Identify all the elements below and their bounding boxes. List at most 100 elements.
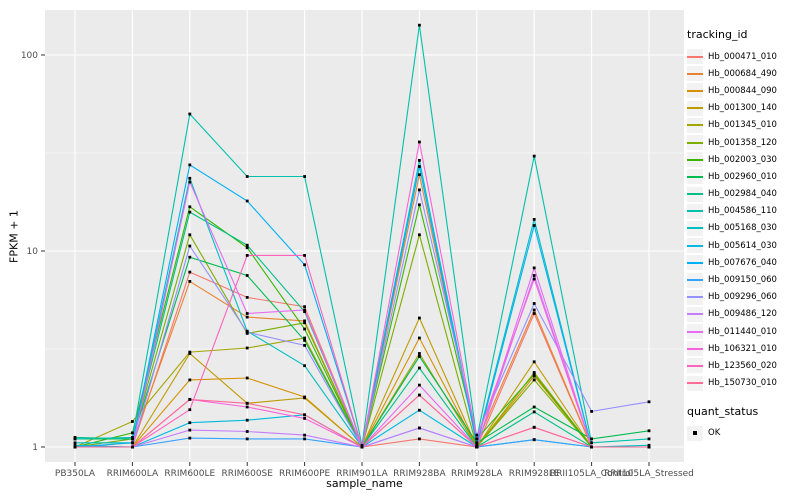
- data-point: [188, 428, 192, 432]
- data-point: [418, 316, 421, 320]
- quant-status-item: OK: [687, 425, 799, 442]
- y-tick-label: 100: [21, 51, 38, 61]
- legend-item: Hb_007676_040: [687, 254, 799, 271]
- data-point: [245, 430, 249, 433]
- data-point: [418, 233, 421, 237]
- data-point: [418, 336, 421, 340]
- data-point: [360, 445, 364, 449]
- data-point: [418, 140, 421, 144]
- data-point: [245, 401, 249, 405]
- data-point: [532, 372, 536, 376]
- data-point: [188, 436, 192, 440]
- data-point: [303, 364, 306, 368]
- data-point: [590, 441, 593, 445]
- x-tick-label: RRII105LA_Control: [550, 469, 633, 479]
- data-point: [360, 443, 364, 447]
- data-point: [532, 274, 536, 277]
- legend-item-label: Hb_001345_010: [708, 120, 777, 131]
- data-point: [303, 327, 306, 331]
- legend-item: Hb_009486_120: [687, 306, 799, 323]
- x-tick-label: RRIM901LA: [336, 469, 388, 479]
- data-point: [475, 445, 479, 449]
- data-point: [188, 176, 192, 180]
- data-point: [73, 441, 77, 445]
- legend-item-label: Hb_009150_060: [708, 275, 777, 286]
- data-point: [245, 175, 249, 178]
- data-point: [188, 210, 192, 214]
- data-point: [245, 296, 249, 299]
- data-point: [303, 310, 306, 314]
- data-point: [188, 378, 192, 382]
- data-point: [73, 445, 77, 449]
- legend-key-icon: [687, 49, 703, 65]
- data-point: [188, 112, 192, 116]
- data-point: [475, 433, 479, 437]
- data-point: [131, 431, 134, 435]
- legend-item-label: Hb_000844_090: [708, 85, 777, 96]
- data-point: [475, 437, 479, 441]
- data-point: [245, 418, 249, 422]
- data-point: [303, 433, 306, 437]
- data-point: [303, 175, 306, 178]
- data-point: [418, 188, 421, 192]
- data-point: [131, 436, 134, 439]
- data-point: [532, 312, 536, 315]
- data-point: [73, 437, 77, 441]
- x-tick-label: PB350LA: [55, 469, 96, 479]
- legend-item: Hb_011440_010: [687, 323, 799, 340]
- legend-item-label: Hb_000684_490: [708, 68, 777, 79]
- data-point: [245, 330, 249, 334]
- data-point: [475, 441, 479, 445]
- legend-key-icon: [687, 272, 703, 288]
- data-point: [590, 437, 593, 441]
- x-tick-label: RRIM600LE: [164, 469, 215, 479]
- legend-item: Hb_009296_060: [687, 289, 799, 306]
- data-point: [418, 366, 421, 370]
- legend-item-label: Hb_000471_010: [708, 51, 777, 62]
- legend-item-label: Hb_106321_010: [708, 343, 777, 354]
- legend-key-icon: [687, 375, 703, 391]
- data-point: [303, 413, 306, 417]
- data-point: [647, 400, 651, 404]
- legend-item-label: Hb_005614_030: [708, 240, 777, 251]
- legend-item: Hb_150730_010: [687, 375, 799, 392]
- data-point: [303, 417, 306, 420]
- data-point: [303, 305, 306, 309]
- legend-item-label: Hb_001358_120: [708, 137, 777, 148]
- data-point: [245, 315, 249, 319]
- data-point: [532, 378, 536, 382]
- legend-item-label: Hb_002960_010: [708, 171, 777, 182]
- data-point: [303, 254, 306, 257]
- x-tick-label: RRIM928BA: [393, 469, 446, 479]
- legend-item: Hb_002003_030: [687, 151, 799, 168]
- data-point: [188, 180, 192, 184]
- data-point: [131, 445, 134, 449]
- data-point: [131, 437, 134, 441]
- y-axis-title: FPKM + 1: [7, 210, 21, 263]
- data-point: [188, 233, 192, 237]
- legend-key-icon: [687, 152, 703, 168]
- legend-key-icon: [687, 66, 703, 82]
- legend-item-label: Hb_123560_020: [708, 360, 777, 371]
- data-point: [418, 203, 421, 207]
- x-tick-label: RRIM928LA: [451, 469, 503, 479]
- legend-item: Hb_001300_140: [687, 100, 799, 117]
- data-point: [245, 243, 249, 247]
- legend-item-label: Hb_009486_120: [708, 309, 777, 320]
- legend-key-icon: [687, 186, 703, 202]
- data-point: [245, 312, 249, 315]
- data-point: [475, 443, 479, 447]
- x-tick-label: RRIM600LA: [107, 469, 159, 479]
- data-point: [188, 205, 192, 209]
- legend-key-icon: [687, 306, 703, 322]
- legend-key-icon: [687, 220, 703, 236]
- legend-key-icon: [687, 83, 703, 99]
- plot-panel: [45, 10, 684, 462]
- data-point: [532, 302, 536, 305]
- data-point: [188, 398, 192, 401]
- legend-item-label: Hb_004586_110: [708, 206, 777, 217]
- y-tick-label: 1: [32, 443, 38, 453]
- data-point: [418, 393, 421, 397]
- data-point: [532, 360, 536, 364]
- data-point: [303, 339, 306, 342]
